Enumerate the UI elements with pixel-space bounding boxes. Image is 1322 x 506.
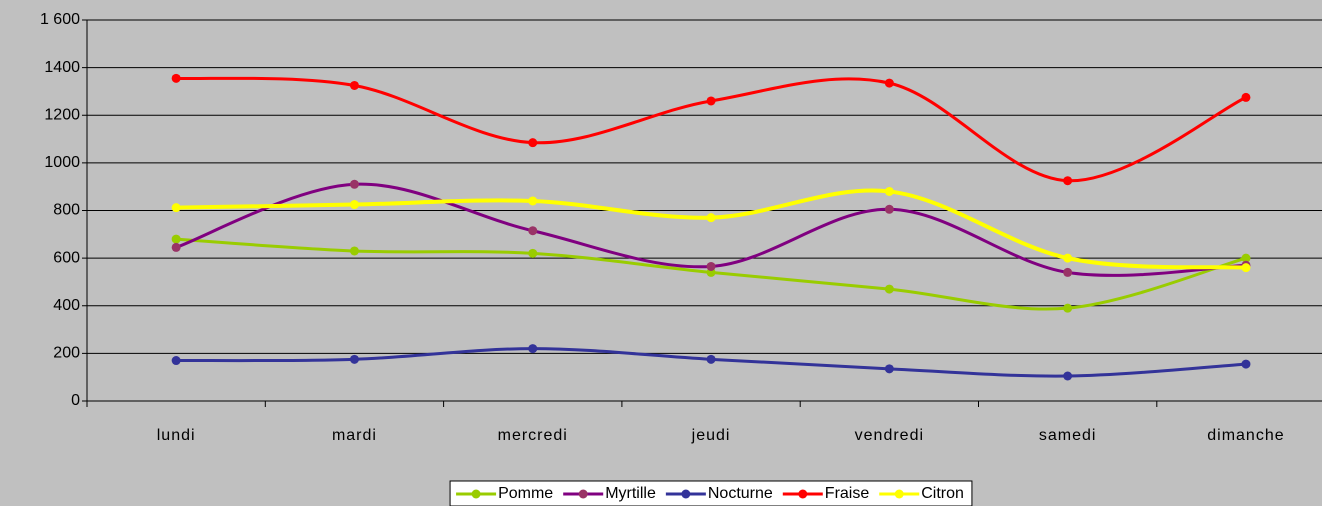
marker: [349, 179, 359, 189]
marker: [1241, 359, 1251, 369]
marker: [349, 354, 359, 364]
marker: [171, 234, 181, 244]
legend-label: Citron: [921, 485, 964, 502]
legend: Pomme Myrtille Nocturne Fraise Citron: [449, 480, 973, 506]
marker: [706, 96, 716, 106]
x-tick-label: dimanche: [1207, 427, 1284, 444]
y-tick-label: 1400: [44, 59, 80, 76]
marker: [1241, 253, 1251, 263]
x-tick-label: lundi: [157, 427, 196, 444]
marker: [528, 248, 538, 258]
marker: [528, 344, 538, 354]
legend-marker: [578, 489, 588, 499]
marker: [1063, 371, 1073, 381]
y-tick-label: 200: [53, 345, 80, 362]
marker: [1063, 303, 1073, 313]
legend-marker: [798, 489, 808, 499]
marker: [349, 200, 359, 210]
y-tick-label: 1 600: [40, 11, 80, 28]
x-tick-label: samedi: [1039, 427, 1097, 444]
x-tick-label: mercredi: [498, 427, 568, 444]
marker: [1063, 176, 1073, 186]
marker: [349, 246, 359, 256]
marker: [528, 138, 538, 148]
legend-marker: [471, 489, 481, 499]
marker: [884, 284, 894, 294]
marker: [528, 196, 538, 206]
marker: [1241, 263, 1251, 273]
y-tick-label: 0: [71, 392, 80, 409]
marker: [706, 354, 716, 364]
y-tick-label: 800: [53, 202, 80, 219]
legend-marker: [894, 489, 904, 499]
series-line: [176, 188, 1247, 270]
y-tick-label: 1200: [44, 106, 80, 123]
y-tick-label: 400: [53, 297, 80, 314]
marker: [884, 204, 894, 214]
legend-label: Nocturne: [708, 485, 773, 502]
legend-label: Fraise: [825, 485, 870, 502]
marker: [706, 261, 716, 271]
marker: [349, 80, 359, 90]
y-tick-label: 1000: [44, 154, 80, 171]
marker: [171, 242, 181, 252]
marker: [171, 356, 181, 366]
x-tick-label: mardi: [332, 427, 377, 444]
marker: [884, 364, 894, 374]
series-line: [176, 76, 1247, 183]
marker: [884, 78, 894, 88]
marker: [884, 186, 894, 196]
marker: [528, 226, 538, 236]
marker: [706, 213, 716, 223]
marker: [1063, 267, 1073, 277]
y-tick-label: 600: [53, 249, 80, 266]
legend-label: Pomme: [498, 485, 553, 502]
legend-label: Myrtille: [605, 485, 656, 502]
x-tick-label: vendredi: [855, 427, 924, 444]
marker: [171, 203, 181, 213]
x-tick-label: jeudi: [691, 427, 731, 444]
legend-marker: [681, 489, 691, 499]
marker: [1063, 253, 1073, 263]
marker: [1241, 92, 1251, 102]
marker: [171, 73, 181, 83]
